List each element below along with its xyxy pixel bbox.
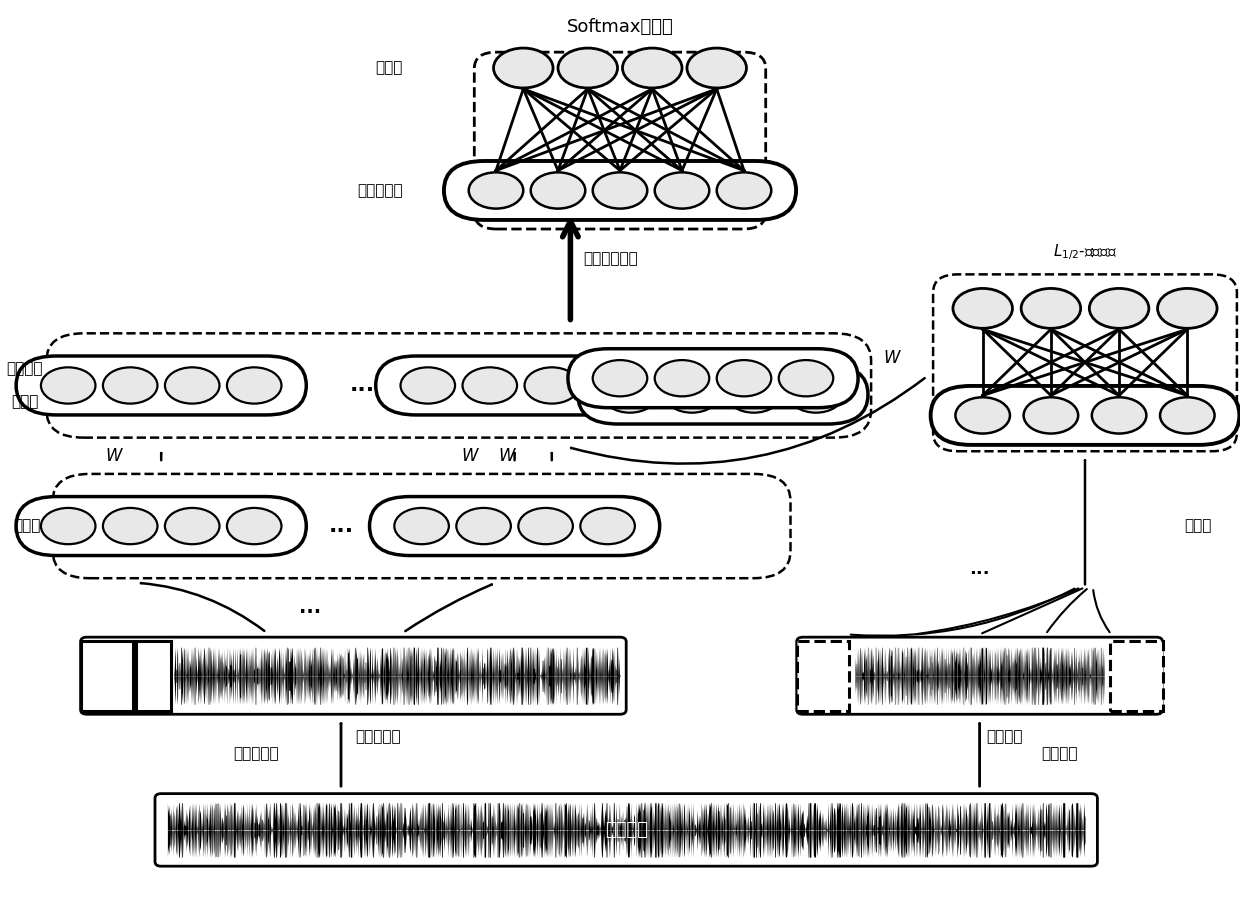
Ellipse shape [227, 508, 281, 544]
Bar [81, 640, 133, 711]
Ellipse shape [1022, 288, 1081, 328]
FancyBboxPatch shape [568, 349, 858, 408]
FancyBboxPatch shape [444, 161, 796, 219]
Bar [136, 640, 171, 711]
Ellipse shape [622, 48, 682, 88]
Ellipse shape [494, 48, 553, 88]
Ellipse shape [593, 172, 647, 209]
Ellipse shape [558, 48, 618, 88]
Text: 训练集: 训练集 [1184, 519, 1211, 533]
Ellipse shape [687, 48, 746, 88]
Text: Softmax分类器: Softmax分类器 [567, 18, 673, 36]
FancyBboxPatch shape [46, 333, 870, 438]
Text: 无卷积取段: 无卷积取段 [233, 746, 279, 762]
Ellipse shape [1089, 288, 1148, 328]
Ellipse shape [717, 360, 771, 396]
FancyBboxPatch shape [370, 497, 660, 555]
FancyBboxPatch shape [578, 366, 868, 424]
FancyBboxPatch shape [81, 637, 626, 715]
Ellipse shape [41, 367, 95, 404]
Text: 输出层: 输出层 [376, 61, 403, 75]
Ellipse shape [779, 360, 833, 396]
Ellipse shape [463, 367, 517, 404]
Text: 测量信号: 测量信号 [605, 821, 647, 839]
Ellipse shape [727, 376, 781, 413]
Text: 卷积取段: 卷积取段 [1042, 746, 1078, 762]
Ellipse shape [165, 367, 219, 404]
Text: $W$: $W$ [883, 349, 903, 367]
Ellipse shape [103, 367, 157, 404]
Ellipse shape [587, 367, 641, 404]
Ellipse shape [665, 376, 719, 413]
FancyBboxPatch shape [474, 53, 765, 229]
Text: ...: ... [299, 599, 321, 617]
FancyBboxPatch shape [155, 794, 1097, 866]
Ellipse shape [1161, 397, 1214, 434]
FancyBboxPatch shape [797, 637, 1163, 715]
Bar [797, 640, 849, 711]
Ellipse shape [655, 360, 709, 396]
Text: 特征层: 特征层 [11, 395, 38, 409]
FancyBboxPatch shape [932, 274, 1236, 452]
FancyBboxPatch shape [16, 356, 306, 415]
Text: $W$: $W$ [461, 447, 480, 464]
Ellipse shape [593, 360, 647, 396]
Ellipse shape [394, 508, 449, 544]
Ellipse shape [518, 508, 573, 544]
Text: 全局平均池化: 全局平均池化 [583, 250, 637, 266]
FancyBboxPatch shape [16, 497, 306, 555]
Ellipse shape [952, 288, 1012, 328]
Ellipse shape [401, 367, 455, 404]
Ellipse shape [41, 508, 95, 544]
Text: ...: ... [350, 375, 374, 395]
Ellipse shape [1158, 288, 1216, 328]
Text: 无卷积取段: 无卷积取段 [356, 729, 401, 745]
Ellipse shape [456, 508, 511, 544]
Ellipse shape [717, 172, 771, 209]
Ellipse shape [525, 367, 579, 404]
Ellipse shape [789, 376, 843, 413]
Text: 卷积取段: 卷积取段 [986, 729, 1023, 745]
Text: ...: ... [970, 561, 990, 578]
Ellipse shape [531, 172, 585, 209]
FancyBboxPatch shape [930, 386, 1240, 445]
Ellipse shape [469, 172, 523, 209]
Ellipse shape [955, 397, 1009, 434]
Text: 输入层: 输入层 [14, 519, 41, 533]
Text: $W$: $W$ [498, 447, 517, 464]
Ellipse shape [655, 172, 709, 209]
Ellipse shape [1091, 397, 1146, 434]
FancyBboxPatch shape [376, 356, 666, 415]
Ellipse shape [227, 367, 281, 404]
Text: 波动特征层: 波动特征层 [357, 183, 403, 198]
Text: $L_{1/2}$-稀疏滤波: $L_{1/2}$-稀疏滤波 [1053, 241, 1117, 262]
Ellipse shape [1024, 397, 1079, 434]
Text: 局部波动: 局部波动 [6, 362, 43, 376]
FancyBboxPatch shape [53, 473, 791, 579]
Ellipse shape [580, 508, 635, 544]
Ellipse shape [603, 376, 657, 413]
Text: $W$: $W$ [105, 447, 124, 464]
Text: ...: ... [329, 516, 353, 536]
Ellipse shape [165, 508, 219, 544]
Bar [1110, 640, 1163, 711]
Ellipse shape [103, 508, 157, 544]
